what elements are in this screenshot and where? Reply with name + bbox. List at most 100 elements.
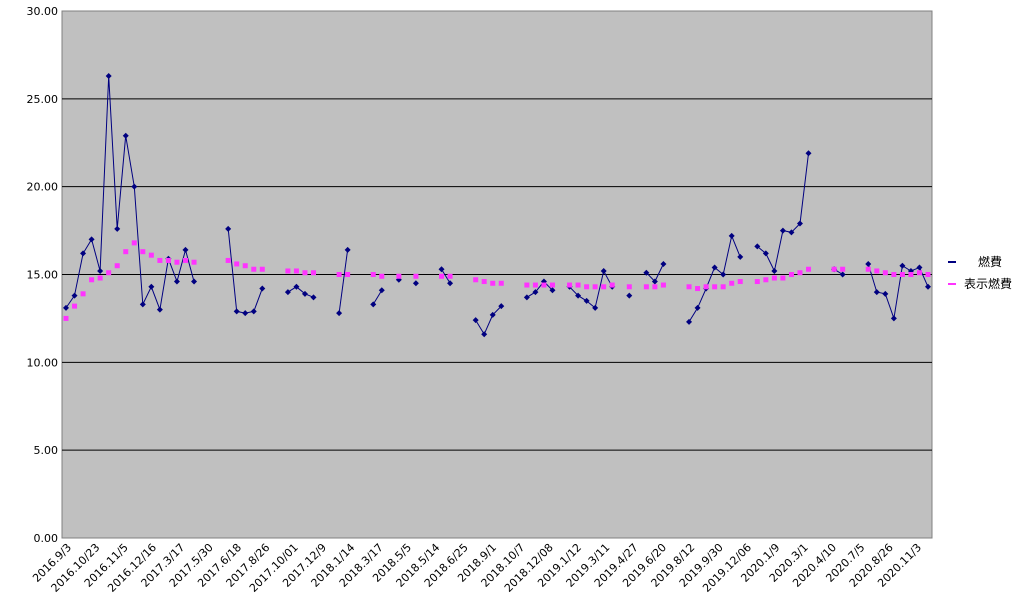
point-fuel-economy	[284, 289, 291, 296]
point-display-fuel-economy	[652, 284, 658, 290]
point-display-fuel-economy	[97, 275, 103, 281]
point-fuel-economy	[370, 301, 377, 308]
point-fuel-economy	[489, 311, 496, 318]
point-display-fuel-economy	[242, 263, 248, 269]
point-fuel-economy	[191, 278, 198, 285]
point-display-fuel-economy	[729, 280, 735, 286]
point-fuel-economy	[71, 292, 78, 299]
legend-label-series-2: 表示燃費	[964, 276, 1012, 291]
point-fuel-economy	[148, 283, 155, 290]
point-display-fuel-economy	[865, 266, 871, 272]
point-fuel-economy	[660, 260, 667, 267]
point-display-fuel-economy	[660, 282, 666, 288]
point-display-fuel-economy	[908, 272, 914, 277]
y-tick-label: 25.00	[27, 93, 59, 106]
point-fuel-economy	[686, 318, 693, 325]
series-line-fuel-economy	[441, 268, 451, 284]
y-tick-label: 5.00	[34, 444, 59, 457]
series-line-fuel-economy	[287, 286, 314, 298]
point-display-fuel-economy	[191, 259, 197, 265]
point-display-fuel-economy	[259, 266, 265, 272]
point-fuel-economy	[80, 250, 87, 257]
point-fuel-economy	[250, 308, 257, 315]
point-fuel-economy	[481, 331, 488, 338]
point-fuel-economy	[182, 246, 189, 253]
point-fuel-economy	[720, 271, 727, 278]
point-display-fuel-economy	[899, 272, 905, 277]
point-fuel-economy	[114, 225, 121, 232]
point-fuel-economy	[88, 236, 95, 243]
point-fuel-economy	[890, 315, 897, 322]
point-fuel-economy	[63, 304, 69, 311]
point-display-fuel-economy	[780, 275, 786, 281]
point-display-fuel-economy	[490, 280, 496, 286]
point-display-fuel-economy	[148, 252, 154, 258]
point-fuel-economy	[779, 227, 786, 234]
point-fuel-economy	[139, 301, 146, 308]
point-display-fuel-economy	[225, 257, 231, 263]
point-fuel-economy	[438, 266, 445, 273]
point-display-fuel-economy	[788, 272, 794, 277]
point-fuel-economy	[412, 280, 419, 287]
point-display-fuel-economy	[609, 282, 615, 288]
y-tick-label: 10.00	[27, 356, 59, 369]
series-line-fuel-economy	[372, 290, 383, 305]
point-display-fuel-economy	[831, 266, 837, 272]
point-fuel-economy	[344, 246, 351, 253]
point-fuel-economy	[378, 287, 385, 294]
point-fuel-economy	[173, 278, 180, 285]
point-fuel-economy	[626, 292, 633, 299]
point-fuel-economy	[233, 308, 240, 315]
point-fuel-economy	[122, 132, 129, 139]
point-display-fuel-economy	[601, 284, 607, 290]
point-display-fuel-economy	[797, 270, 803, 276]
point-display-fuel-economy	[916, 270, 922, 276]
point-fuel-economy	[242, 310, 249, 317]
point-display-fuel-economy	[439, 273, 445, 279]
point-display-fuel-economy	[379, 273, 385, 279]
point-fuel-economy	[728, 232, 735, 239]
point-fuel-economy	[839, 271, 846, 278]
point-display-fuel-economy	[285, 268, 291, 274]
y-tick-label: 20.00	[27, 181, 59, 194]
point-display-fuel-economy	[703, 284, 709, 290]
point-fuel-economy	[762, 250, 769, 257]
point-fuel-economy	[873, 289, 880, 296]
y-tick-label: 15.00	[27, 269, 59, 282]
point-display-fuel-economy	[754, 279, 760, 285]
point-display-fuel-economy	[89, 277, 95, 283]
series-line-fuel-economy	[338, 249, 349, 314]
point-display-fuel-economy	[643, 284, 649, 290]
data-markers	[63, 72, 931, 338]
point-fuel-economy	[105, 72, 112, 79]
point-display-fuel-economy	[686, 284, 692, 290]
point-display-fuel-economy	[293, 268, 299, 274]
gridlines	[62, 98, 932, 451]
point-display-fuel-economy	[771, 275, 777, 281]
point-fuel-economy	[805, 150, 812, 157]
x-axis-ticks: 2016.9/32016.10/232016.11/52016.12/16201…	[30, 541, 924, 595]
point-display-fuel-economy	[123, 249, 129, 255]
point-fuel-economy	[532, 289, 539, 296]
point-fuel-economy	[583, 297, 590, 304]
point-display-fuel-economy	[114, 263, 120, 269]
point-display-fuel-economy	[567, 282, 573, 288]
point-display-fuel-economy	[182, 257, 188, 263]
point-fuel-economy	[643, 269, 650, 276]
point-display-fuel-economy	[840, 266, 846, 272]
point-display-fuel-economy	[336, 272, 342, 277]
point-display-fuel-economy	[712, 284, 718, 290]
point-fuel-economy	[472, 317, 479, 324]
point-fuel-economy	[156, 306, 163, 313]
point-display-fuel-economy	[447, 273, 453, 279]
point-display-fuel-economy	[311, 270, 317, 276]
point-fuel-economy	[925, 283, 931, 290]
series-line-fuel-economy	[526, 280, 553, 298]
point-fuel-economy	[651, 278, 658, 285]
point-display-fuel-economy	[532, 282, 538, 288]
point-fuel-economy	[788, 229, 795, 236]
point-display-fuel-economy	[575, 282, 581, 288]
point-fuel-economy	[882, 290, 889, 297]
point-display-fuel-economy	[524, 282, 530, 288]
